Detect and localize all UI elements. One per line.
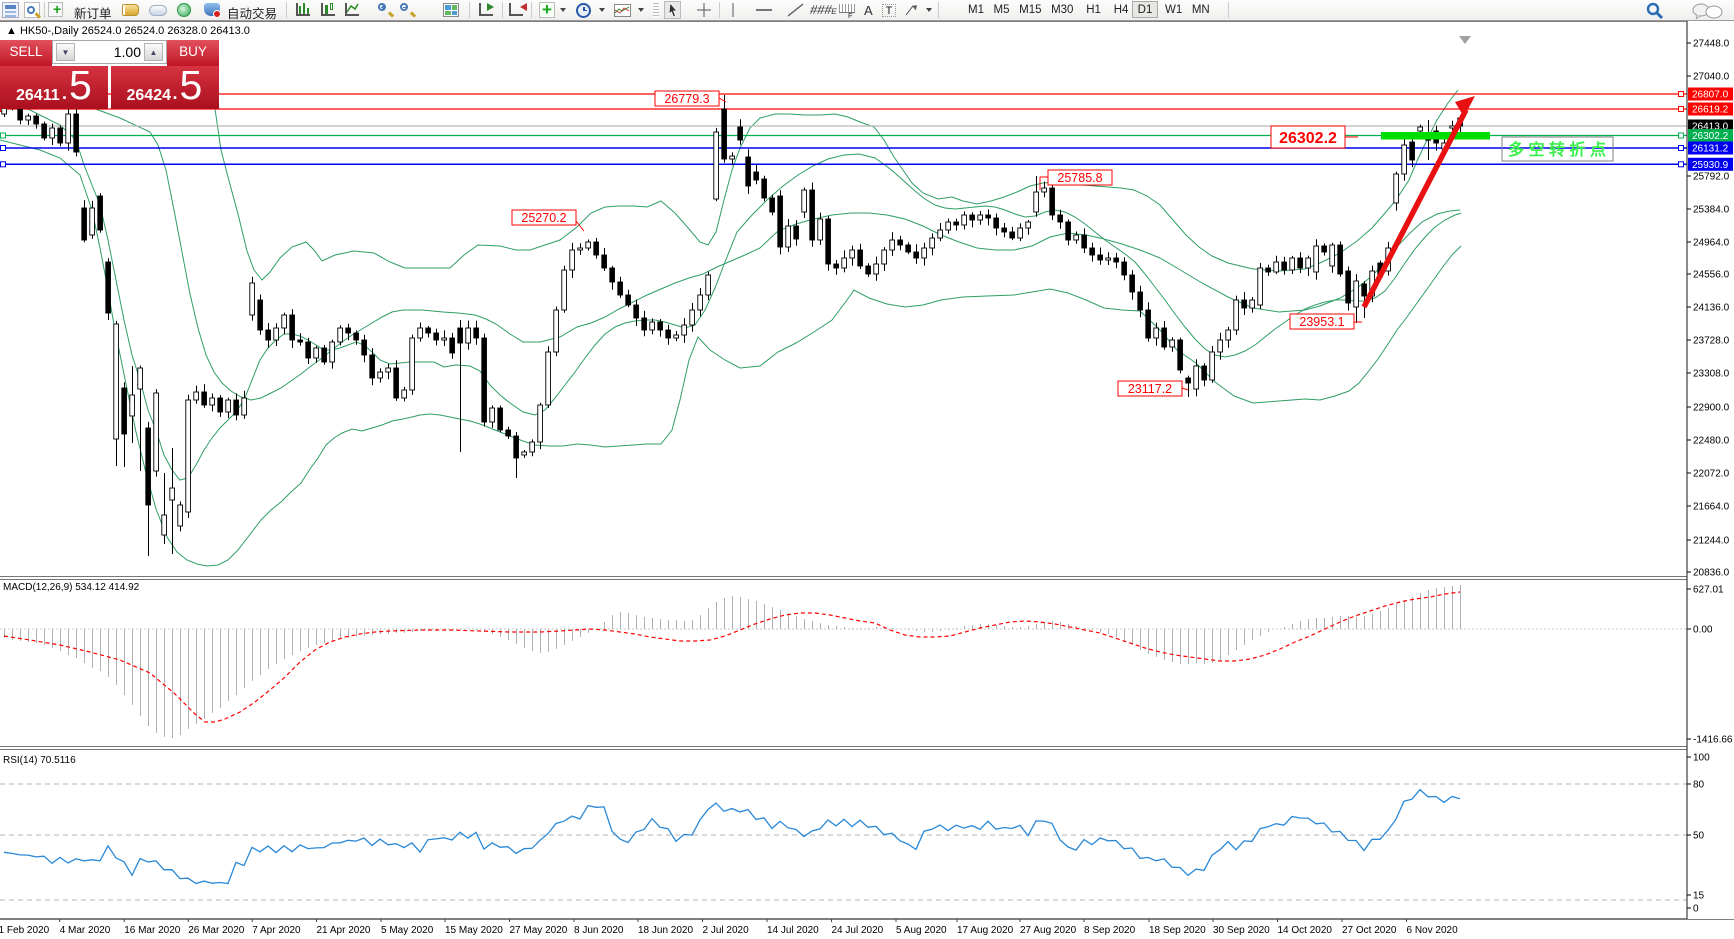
svg-text:27 Oct 2020: 27 Oct 2020 (1342, 925, 1397, 936)
svg-text:5 May 2020: 5 May 2020 (381, 925, 434, 936)
svg-text:27 May 2020: 27 May 2020 (510, 925, 568, 936)
svg-text:RSI(14) 70.5116: RSI(14) 70.5116 (3, 755, 76, 766)
svg-text:23953.1: 23953.1 (1299, 315, 1344, 329)
svg-text:50: 50 (1693, 831, 1705, 842)
svg-text:-1416.66: -1416.66 (1693, 735, 1733, 746)
svg-text:23728.0: 23728.0 (1693, 336, 1730, 347)
svg-text:MACD(12,26,9) 534.12 414.92: MACD(12,26,9) 534.12 414.92 (3, 582, 140, 593)
svg-text:23117.2: 23117.2 (1128, 382, 1172, 396)
svg-text:26 Mar 2020: 26 Mar 2020 (188, 925, 245, 936)
svg-text:21 Apr 2020: 21 Apr 2020 (317, 925, 371, 936)
svg-text:多空转折点: 多空转折点 (1508, 140, 1611, 159)
svg-text:27 Aug 2020: 27 Aug 2020 (1020, 925, 1077, 936)
svg-text:27448.0: 27448.0 (1693, 39, 1730, 50)
svg-text:▲ HK50-,Daily 26524.0 26524.: ▲ HK50-,Daily 26524.0 26524.0 26328.0 26… (6, 25, 250, 37)
svg-text:18 Jun 2020: 18 Jun 2020 (638, 925, 693, 936)
svg-text:5 Aug 2020: 5 Aug 2020 (896, 925, 947, 936)
svg-text:20836.0: 20836.0 (1693, 568, 1730, 579)
svg-text:21664.0: 21664.0 (1693, 502, 1730, 513)
svg-text:25270.2: 25270.2 (521, 211, 566, 225)
svg-text:80: 80 (1693, 780, 1705, 791)
svg-text:14 Jul 2020: 14 Jul 2020 (767, 925, 819, 936)
svg-text:25785.8: 25785.8 (1057, 171, 1102, 185)
svg-text:30 Sep 2020: 30 Sep 2020 (1213, 925, 1270, 936)
svg-text:22072.0: 22072.0 (1693, 469, 1730, 480)
svg-text:0.00: 0.00 (1693, 625, 1713, 636)
svg-text:15 May 2020: 15 May 2020 (445, 925, 503, 936)
svg-text:0: 0 (1693, 904, 1699, 915)
svg-text:25384.0: 25384.0 (1693, 205, 1730, 216)
svg-text:8 Sep 2020: 8 Sep 2020 (1084, 925, 1136, 936)
svg-text:6 Nov 2020: 6 Nov 2020 (1407, 925, 1459, 936)
svg-text:27040.0: 27040.0 (1693, 72, 1730, 83)
svg-text:24556.0: 24556.0 (1693, 270, 1730, 281)
svg-text:21244.0: 21244.0 (1693, 536, 1730, 547)
svg-text:4 Mar 2020: 4 Mar 2020 (60, 925, 111, 936)
svg-text:26807.0: 26807.0 (1692, 90, 1729, 101)
svg-text:100: 100 (1693, 753, 1710, 764)
svg-text:26302.2: 26302.2 (1692, 131, 1729, 142)
svg-text:17 Aug 2020: 17 Aug 2020 (957, 925, 1014, 936)
svg-text:26779.3: 26779.3 (664, 92, 709, 106)
svg-text:14 Oct 2020: 14 Oct 2020 (1278, 925, 1333, 936)
svg-text:18 Sep 2020: 18 Sep 2020 (1149, 925, 1206, 936)
svg-text:7 Apr 2020: 7 Apr 2020 (252, 925, 301, 936)
svg-text:8 Jun 2020: 8 Jun 2020 (574, 925, 624, 936)
svg-text:22900.0: 22900.0 (1693, 403, 1730, 414)
svg-text:15: 15 (1693, 891, 1705, 902)
svg-text:16 Mar 2020: 16 Mar 2020 (124, 925, 181, 936)
svg-text:22480.0: 22480.0 (1693, 436, 1730, 447)
svg-text:23308.0: 23308.0 (1693, 369, 1730, 380)
svg-text:26619.2: 26619.2 (1692, 105, 1729, 116)
svg-text:25792.0: 25792.0 (1693, 172, 1730, 183)
svg-text:26131.2: 26131.2 (1692, 144, 1729, 155)
svg-text:26413.0: 26413.0 (1692, 122, 1729, 133)
svg-text:24964.0: 24964.0 (1693, 238, 1730, 249)
svg-text:25930.9: 25930.9 (1692, 160, 1729, 171)
svg-text:26302.2: 26302.2 (1279, 130, 1337, 147)
svg-text:24136.0: 24136.0 (1693, 303, 1730, 314)
svg-text:24 Jul 2020: 24 Jul 2020 (832, 925, 884, 936)
svg-text:2 Jul 2020: 2 Jul 2020 (703, 925, 750, 936)
svg-text:21 Feb 2020: 21 Feb 2020 (0, 925, 50, 936)
svg-text:627.01: 627.01 (1693, 585, 1724, 596)
